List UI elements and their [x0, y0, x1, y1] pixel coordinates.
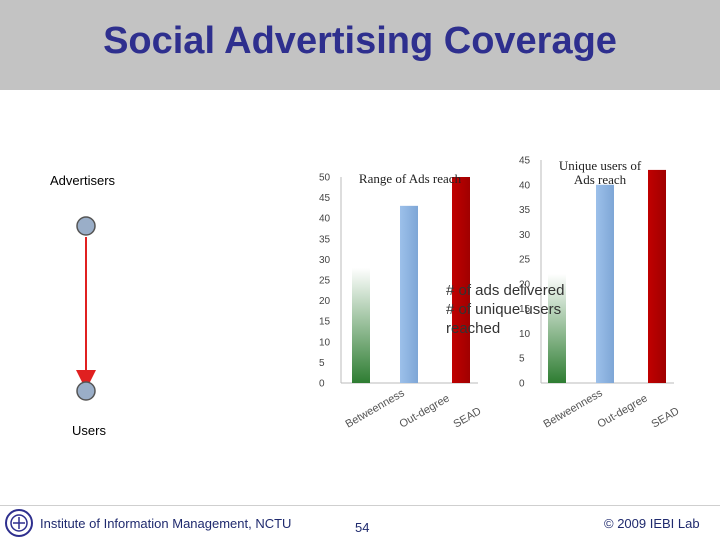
page-number: 54	[355, 520, 370, 535]
advertiser-node	[76, 216, 96, 236]
y-tick-label: 35	[519, 205, 531, 216]
title-bar	[0, 0, 720, 90]
y-tick-label: 5	[519, 354, 525, 365]
y-tick-label: 45	[319, 193, 331, 204]
users-label: Users	[72, 423, 106, 438]
footer-institute: Institute of Information Management, NCT…	[40, 516, 292, 531]
y-tick-label: 15	[319, 317, 331, 328]
slide-title: Social Advertising Coverage	[103, 20, 617, 62]
y-tick-label: 10	[319, 337, 331, 348]
bar-sead	[452, 177, 470, 383]
y-tick-label: 40	[519, 180, 531, 191]
bar-out-degree	[596, 184, 614, 383]
y-tick-label: 0	[319, 379, 325, 390]
bar-out-degree	[400, 205, 418, 383]
x-tick-label: SEAD	[452, 405, 484, 430]
x-tick-label: SEAD	[650, 405, 682, 430]
y-tick-label: 50	[319, 173, 331, 184]
y-tick-label: 45	[519, 156, 531, 167]
y-tick-label: 20	[319, 296, 331, 307]
y-tick-label: 0	[519, 379, 525, 390]
y-tick-label: 25	[519, 255, 531, 266]
institute-logo	[5, 509, 33, 537]
y-tick-label: 5	[319, 358, 325, 369]
y-tick-label: 30	[319, 255, 331, 266]
y-tick-label: 35	[319, 234, 331, 245]
y-tick-label: 30	[519, 230, 531, 241]
x-tick-label: Betweenness	[344, 387, 408, 431]
y-tick-label: 15	[519, 304, 531, 315]
bar-betweenness	[352, 267, 370, 383]
footer-divider	[0, 505, 720, 506]
legend-ads-delivered: # of ads delivered	[446, 282, 564, 299]
chart-title: Unique users of Ads reach	[559, 158, 642, 187]
y-tick-label: 10	[519, 329, 531, 340]
footer-copyright: © 2009 IEBI Lab	[604, 516, 700, 531]
chart-title: Range of Ads reach	[359, 171, 462, 186]
overlay-legend: # of ads delivered # of unique users reach…	[446, 282, 564, 337]
advertisers-label: Advertisers	[50, 173, 116, 188]
bar-sead	[648, 169, 666, 383]
y-tick-label: 40	[319, 214, 331, 225]
legend-unique-users: # of unique users	[446, 301, 561, 318]
bar-betweenness	[548, 273, 566, 383]
legend-unique-users: reached	[446, 320, 500, 337]
y-tick-label: 25	[319, 276, 331, 287]
user-node	[76, 381, 96, 401]
y-tick-label: 20	[519, 279, 531, 290]
x-tick-label: Betweenness	[542, 387, 606, 431]
